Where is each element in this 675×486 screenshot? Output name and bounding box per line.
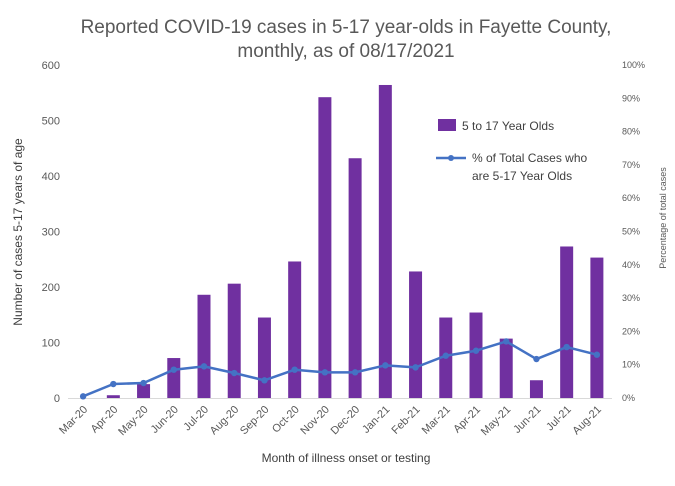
x-tick-label: Aug-21 — [570, 404, 604, 438]
line-point — [231, 369, 238, 377]
y-tick-label: 500 — [42, 116, 60, 128]
y-tick-label: 100 — [42, 338, 60, 350]
y2-tick-label: 20% — [622, 326, 640, 336]
x-tick-label: Oct-20 — [270, 404, 302, 436]
bar — [469, 312, 483, 398]
x-tick-label: Feb-21 — [390, 404, 423, 437]
y-tick-label: 0 — [54, 393, 60, 405]
x-tick-label: Jun-21 — [511, 404, 543, 436]
bar — [167, 358, 181, 398]
legend-swatch-marker — [448, 155, 454, 161]
line-point — [321, 369, 329, 376]
y2-tick-label: 80% — [622, 127, 640, 137]
bar — [227, 283, 241, 398]
legend-label-line-1: % of Total Cases who — [472, 151, 587, 165]
x-tick-label: Apr-20 — [89, 404, 121, 436]
legend-label-line-2: are 5-17 Year Olds — [472, 169, 572, 183]
line-point — [170, 366, 177, 373]
bar — [378, 84, 392, 398]
x-tick-label: Apr-21 — [451, 404, 483, 436]
line-point — [563, 343, 570, 351]
x-tick-label: Jun-20 — [149, 404, 181, 436]
bar — [348, 158, 362, 398]
line-point — [442, 352, 449, 359]
bar — [590, 257, 604, 398]
y2-tick-label: 100% — [622, 60, 645, 70]
bar — [288, 261, 302, 398]
bar — [197, 294, 211, 398]
line-point — [472, 347, 480, 354]
x-tick-label: May-21 — [479, 404, 513, 438]
chart-title-line-2: monthly, as of 08/17/2021 — [237, 41, 454, 62]
line-point — [382, 362, 389, 369]
plot-area: 0 100 200 300 400 500 600 0% 10% 20% 30% 40% 50% 60% 7… — [42, 60, 645, 438]
bar — [137, 384, 151, 398]
x-tick-label: Mar-20 — [57, 404, 90, 437]
y2-tick-label: 90% — [622, 93, 640, 103]
bar — [499, 338, 513, 398]
line-point — [533, 355, 540, 363]
x-axis-label: Month of illness onset or testing — [262, 451, 431, 465]
x-tick-label: Mar-21 — [420, 404, 453, 437]
y2-tick-label: 10% — [622, 360, 640, 370]
y2-tick-label: 40% — [622, 260, 640, 270]
y-tick-label: 400 — [42, 171, 60, 183]
line-point — [351, 369, 359, 376]
x-tick-label: Sep-20 — [238, 404, 272, 438]
line-point — [412, 364, 419, 371]
bar — [318, 97, 332, 398]
x-tick-label: Nov-20 — [298, 404, 332, 438]
line-point — [79, 393, 87, 400]
y-tick-label: 300 — [42, 227, 60, 239]
x-tick-label: Jan-21 — [360, 404, 392, 436]
legend-swatch-bars — [438, 119, 456, 131]
x-tick-label: May-20 — [116, 404, 150, 438]
y2-tick-label: 60% — [622, 193, 640, 203]
legend: 5 to 17 Year Olds % of Total Cases who a… — [436, 119, 587, 183]
bar — [560, 246, 574, 398]
y2-tick-label: 70% — [622, 160, 640, 170]
x-tick-label: Aug-20 — [208, 404, 242, 438]
y2-tick-label: 0% — [622, 393, 635, 403]
line-point — [140, 379, 147, 387]
line-point — [291, 366, 298, 373]
bar — [529, 380, 543, 398]
x-tick-label: Dec-20 — [329, 404, 363, 438]
y2-tick-label: 50% — [622, 227, 640, 237]
line-point — [261, 377, 268, 384]
percent-line — [82, 340, 598, 398]
line-point — [593, 351, 601, 358]
y-axis-label: Number of cases 5-17 years of age — [11, 138, 25, 326]
chart-title-line-1: Reported COVID-19 cases in 5-17 year-old… — [81, 17, 612, 38]
line-point — [503, 338, 510, 345]
y2-axis-label: Percentage of total cases — [658, 167, 668, 269]
line-point — [200, 363, 208, 370]
legend-label-bars: 5 to 17 Year Olds — [462, 119, 554, 133]
bar — [409, 271, 423, 398]
y2-tick-label: 30% — [622, 293, 640, 303]
line-point — [110, 380, 117, 388]
bar — [106, 395, 120, 398]
y-tick-label: 600 — [42, 60, 60, 72]
y-tick-label: 200 — [42, 282, 60, 294]
bar — [257, 317, 271, 398]
